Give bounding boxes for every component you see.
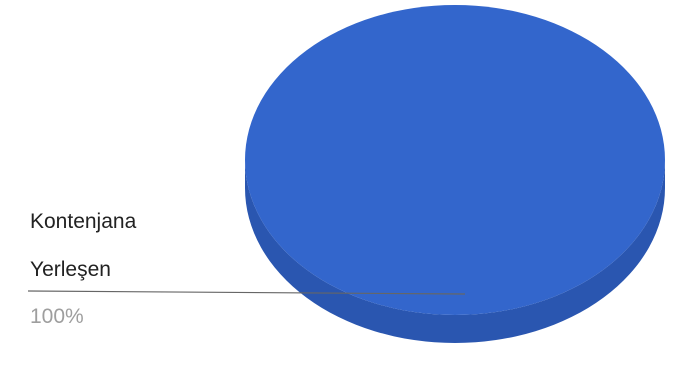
slice-leader-line	[27, 290, 466, 295]
slice-percent-label: 100%	[30, 305, 84, 328]
pie-slice[interactable]	[245, 5, 665, 315]
slice-label-line-1: Kontenjana	[30, 210, 137, 233]
slice-label-line-2: Yerleşen	[30, 258, 111, 281]
pie-slice-side	[245, 160, 665, 343]
slice-label: Kontenjana Yerleşen	[30, 210, 142, 281]
